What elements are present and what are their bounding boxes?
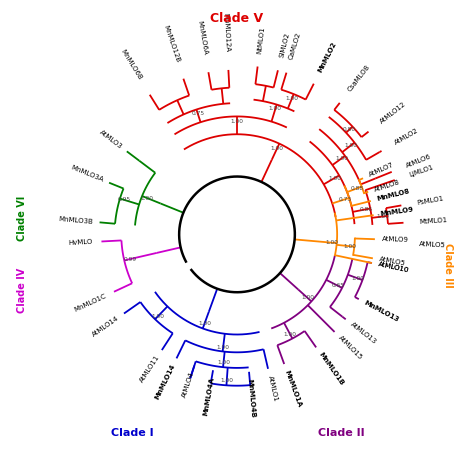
Text: 1.00: 1.00: [285, 96, 299, 101]
Text: MnMLO2: MnMLO2: [317, 40, 338, 73]
Text: AtMLO2: AtMLO2: [393, 127, 419, 146]
Text: 0.88: 0.88: [351, 186, 364, 191]
Text: MnMLO3B: MnMLO3B: [58, 216, 93, 225]
Text: PsMLO1: PsMLO1: [416, 195, 444, 206]
Text: 0.65: 0.65: [332, 284, 345, 289]
Text: AtMLO8: AtMLO8: [374, 178, 401, 193]
Text: 1.00: 1.00: [345, 143, 357, 148]
Text: 1.00: 1.00: [352, 276, 365, 281]
Text: 1.00: 1.00: [217, 360, 230, 365]
Text: MnMLO9: MnMLO9: [380, 207, 414, 217]
Text: 1.00: 1.00: [328, 176, 341, 181]
Text: AtMLO13: AtMLO13: [349, 321, 378, 345]
Text: AtMLO11: AtMLO11: [138, 354, 161, 384]
Text: AtMLO7: AtMLO7: [368, 162, 395, 178]
Text: HvMLO: HvMLO: [68, 239, 93, 246]
Text: MnMLO8: MnMLO8: [377, 188, 411, 202]
Text: NtMLO1: NtMLO1: [256, 26, 265, 53]
Text: CaMLO2: CaMLO2: [287, 32, 301, 61]
Text: LjMLO1: LjMLO1: [409, 164, 435, 178]
Text: MnMLO4B: MnMLO4B: [246, 378, 256, 418]
Text: MnMLO3A: MnMLO3A: [70, 164, 104, 183]
Text: 1.00: 1.00: [301, 295, 314, 300]
Text: 1.00: 1.00: [284, 332, 297, 337]
Text: 0.80: 0.80: [343, 127, 356, 132]
Text: MnMLO13: MnMLO13: [363, 299, 400, 323]
Text: MtMLO1: MtMLO1: [419, 217, 447, 225]
Text: 1.00: 1.00: [198, 321, 211, 326]
Text: 0.95: 0.95: [118, 198, 131, 202]
Text: 1.00: 1.00: [271, 146, 283, 151]
Text: 0.86: 0.86: [359, 207, 373, 212]
Text: 1.00: 1.00: [220, 378, 233, 383]
Text: MnMLO1A: MnMLO1A: [283, 369, 303, 408]
Text: 1.00: 1.00: [217, 345, 230, 350]
Text: 0.99: 0.99: [124, 256, 137, 261]
Text: Clade IV: Clade IV: [18, 267, 27, 313]
Text: AtMLO3: AtMLO3: [98, 129, 123, 150]
Text: Clade V: Clade V: [210, 12, 264, 25]
Text: AtMLO12: AtMLO12: [379, 101, 407, 125]
Text: 1.00: 1.00: [376, 214, 389, 219]
Text: MnMLO12A: MnMLO12A: [222, 13, 230, 52]
Text: AtMLO10: AtMLO10: [378, 261, 410, 274]
Text: CsaMLO8: CsaMLO8: [347, 63, 372, 92]
Text: AtMLO1: AtMLO1: [266, 375, 279, 402]
Text: 1.00: 1.00: [269, 106, 282, 111]
Text: Clade II: Clade II: [318, 428, 365, 439]
Text: MnMLO12B: MnMLO12B: [162, 24, 181, 63]
Text: Clade I: Clade I: [111, 428, 154, 439]
Text: 1.00: 1.00: [230, 119, 244, 124]
Text: 0.75: 0.75: [191, 111, 204, 116]
Text: SlMLO2: SlMLO2: [278, 32, 290, 58]
Text: 1.00: 1.00: [335, 156, 348, 161]
Text: AtMLO14: AtMLO14: [91, 315, 120, 338]
Text: MnMLO4A: MnMLO4A: [202, 376, 215, 416]
Text: AtMLO15: AtMLO15: [337, 334, 364, 361]
Text: AtMLO5: AtMLO5: [419, 241, 446, 248]
Text: MnMLO1B: MnMLO1B: [318, 351, 345, 386]
Text: MnMLO1C: MnMLO1C: [73, 293, 107, 313]
Text: 0.73: 0.73: [338, 197, 352, 202]
Text: Clade VI: Clade VI: [18, 196, 27, 241]
Text: Clade III: Clade III: [443, 243, 454, 288]
Text: 1.00: 1.00: [343, 244, 356, 249]
Text: AtMLO10: AtMLO10: [378, 261, 410, 274]
Text: AtMLO4: AtMLO4: [181, 371, 195, 398]
Text: MnMLO14: MnMLO14: [154, 363, 176, 400]
Text: MnMLO6B: MnMLO6B: [119, 48, 143, 81]
Text: 1.00: 1.00: [141, 196, 154, 201]
Text: 1.00: 1.00: [152, 313, 164, 318]
Text: AtMLO5: AtMLO5: [379, 256, 406, 267]
Text: AtMLO6: AtMLO6: [405, 153, 432, 169]
Text: MnMLO6A: MnMLO6A: [196, 20, 208, 55]
Text: 1.00: 1.00: [325, 240, 338, 245]
Text: AtMLO9: AtMLO9: [382, 236, 409, 243]
